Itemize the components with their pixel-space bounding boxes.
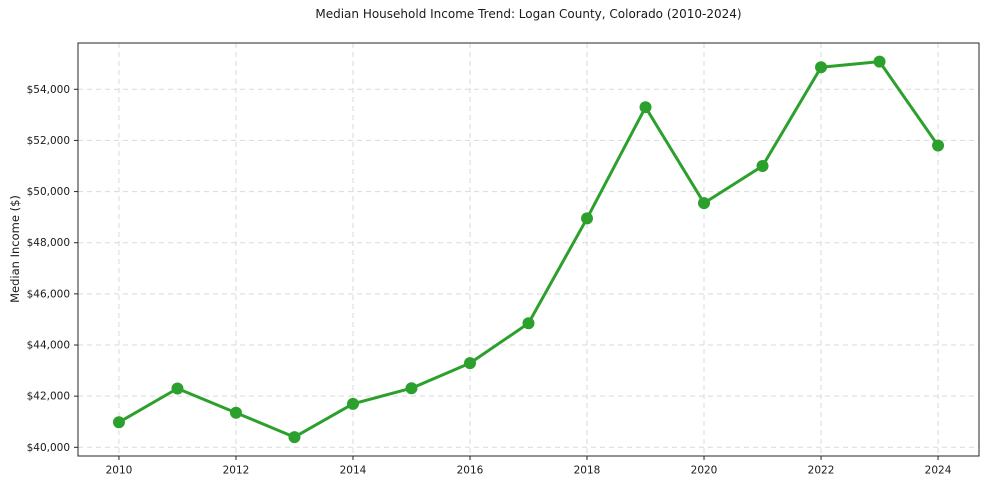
data-point-marker bbox=[756, 160, 769, 173]
data-point-marker bbox=[932, 139, 945, 152]
y-tick-label: $52,000 bbox=[27, 135, 70, 147]
y-tick-label: $54,000 bbox=[27, 84, 70, 96]
data-point-marker bbox=[229, 406, 242, 419]
data-point-marker bbox=[171, 382, 184, 395]
data-point-marker bbox=[405, 382, 418, 395]
data-point-marker bbox=[112, 416, 125, 429]
y-tick-label: $48,000 bbox=[27, 237, 70, 249]
y-tick-label: $50,000 bbox=[27, 186, 70, 198]
chart-title: Median Household Income Trend: Logan Cou… bbox=[315, 7, 742, 21]
x-tick-label: 2018 bbox=[574, 465, 601, 477]
x-tick-label: 2016 bbox=[457, 465, 484, 477]
plot-border bbox=[77, 42, 980, 457]
x-tick-label: 2012 bbox=[223, 465, 250, 477]
data-point-marker bbox=[581, 212, 594, 225]
data-point-marker bbox=[288, 431, 301, 444]
x-tick-label: 2020 bbox=[691, 465, 718, 477]
trend-line bbox=[117, 60, 940, 439]
x-tick-label: 2014 bbox=[340, 465, 367, 477]
data-point-marker bbox=[698, 197, 711, 210]
y-tick-label: $44,000 bbox=[27, 340, 70, 352]
y-tick-label: $46,000 bbox=[27, 288, 70, 300]
x-tick-label: 2022 bbox=[808, 465, 835, 477]
data-point-marker bbox=[873, 55, 886, 68]
data-point-marker bbox=[522, 317, 535, 330]
y-tick-label: $40,000 bbox=[27, 442, 70, 454]
x-tick-label: 2024 bbox=[925, 465, 952, 477]
data-point-marker bbox=[346, 397, 359, 410]
y-tick-label: $42,000 bbox=[27, 391, 70, 403]
data-point-marker bbox=[815, 61, 828, 74]
data-point-marker bbox=[639, 101, 652, 114]
data-point-marker bbox=[463, 357, 476, 370]
x-tick-label: 2010 bbox=[106, 465, 133, 477]
